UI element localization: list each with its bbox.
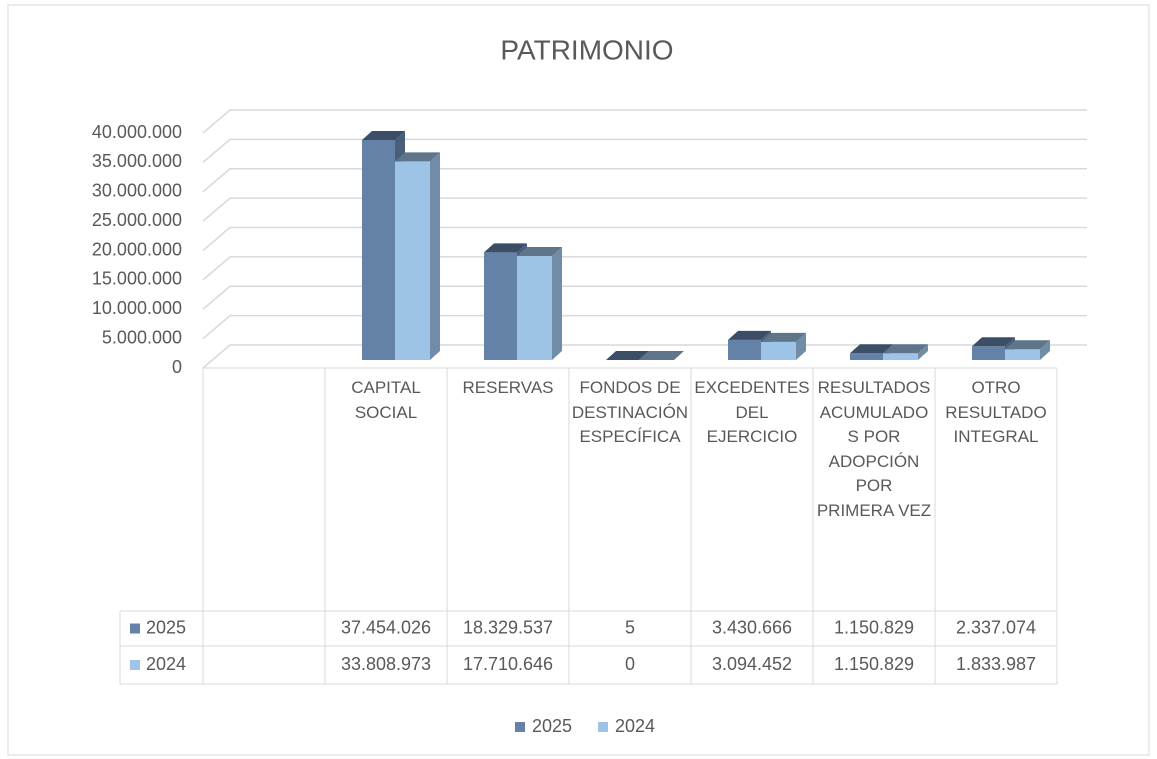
legend-key: [130, 623, 140, 634]
grid-line: [202, 256, 1087, 281]
bar: [395, 161, 430, 360]
bar: [1005, 349, 1040, 360]
bar-side: [552, 246, 562, 360]
bar-top: [362, 130, 405, 140]
data-table-value: 37.454.026: [341, 617, 431, 637]
legend-key: [130, 660, 140, 670]
data-table-value: 1.833.987: [956, 654, 1036, 674]
bar-side: [796, 332, 806, 360]
y-tick-label: 0: [172, 357, 182, 377]
grid-line: [202, 285, 1087, 310]
data-table-value: 1.150.829: [834, 617, 914, 637]
data-table-value: 33.808.973: [341, 654, 431, 674]
bar: [972, 346, 1005, 360]
legend-label: 2025: [532, 716, 572, 736]
bar-top: [517, 246, 562, 256]
legend-key: [515, 722, 525, 732]
grid-line: [202, 109, 1087, 134]
bar-top: [850, 344, 893, 354]
y-tick-label: 5.000.000: [102, 327, 182, 347]
legend-label: 2024: [615, 716, 655, 736]
bar-top: [639, 351, 684, 360]
grid-line: [202, 314, 1087, 340]
data-table-value: 3.430.666: [712, 617, 792, 637]
bar-side: [430, 152, 440, 360]
data-table-value: 5: [625, 617, 635, 637]
grid-line: [202, 168, 1087, 193]
y-tick-label: 35.000.000: [92, 151, 182, 171]
bar-side: [918, 344, 928, 360]
x-tick-label: EXCEDENTES DEL EJERCICIO: [694, 378, 810, 446]
bar: [484, 252, 517, 360]
bar: [517, 255, 552, 360]
chart-frame: [7, 4, 1150, 756]
table-row-label: 2025: [146, 617, 186, 637]
grid-line: [202, 226, 1087, 252]
bar: [728, 339, 761, 360]
data-table-value: 3.094.452: [712, 654, 792, 674]
y-tick-label: 40.000.000: [92, 122, 182, 142]
x-tick-label: OTRO RESULTADO INTEGRAL: [945, 378, 1047, 446]
bar: [761, 341, 796, 360]
grid-line: [202, 138, 1087, 163]
x-tick-label: RESERVAS: [462, 378, 554, 397]
grid-line: [202, 197, 1087, 222]
bar: [883, 353, 918, 360]
y-tick-label: 30.000.000: [92, 181, 182, 201]
y-tick-label: 10.000.000: [92, 298, 182, 318]
bar-top: [1005, 340, 1050, 350]
y-tick-label: 15.000.000: [92, 269, 182, 289]
x-tick-label: CAPITAL SOCIAL: [351, 378, 421, 422]
y-tick-label: 20.000.000: [92, 239, 182, 259]
data-table-value: 1.150.829: [834, 654, 914, 674]
bar-top: [606, 350, 649, 360]
bar-top: [883, 344, 928, 354]
bar-top: [395, 152, 440, 162]
bar-top: [728, 330, 771, 340]
x-tick-label: FONDOS DE DESTINACIÓN ESPECÍFICA: [571, 378, 689, 446]
bar-side: [1040, 340, 1050, 360]
data-table-value: 18.329.537: [463, 617, 553, 637]
bar-top: [761, 332, 806, 342]
bar-top: [484, 243, 527, 253]
data-table-value: 2.337.074: [956, 617, 1036, 637]
bar: [362, 139, 395, 360]
y-tick-label: 25.000.000: [92, 210, 182, 230]
data-table-value: 17.710.646: [463, 654, 553, 674]
bar-top: [972, 337, 1015, 347]
legend-key: [598, 722, 608, 732]
chart-title: PATRIMONIO: [500, 34, 673, 65]
bar: [850, 353, 883, 360]
x-tick-label: RESULTADOS ACUMULADOS POR ADOPCIÓN POR P…: [816, 378, 932, 520]
table-row-label: 2024: [146, 654, 186, 674]
data-table-value: 0: [625, 654, 635, 674]
